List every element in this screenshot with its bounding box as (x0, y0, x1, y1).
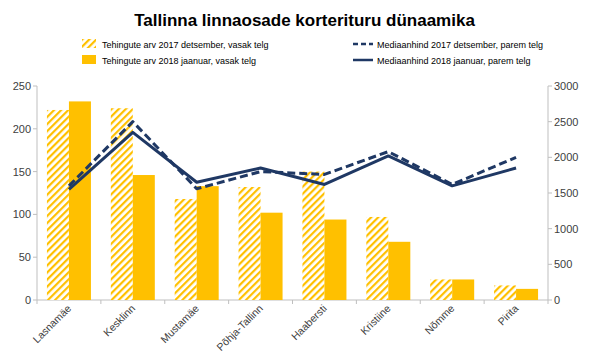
x-tick (100, 300, 101, 304)
y-tick (33, 214, 37, 215)
bar (494, 285, 516, 300)
legend-swatch (82, 39, 96, 48)
y2-tick-label: 2500 (554, 116, 578, 128)
x-tick-label: Haabersti (289, 302, 329, 342)
y-tick-label: 200 (13, 123, 31, 135)
x-tick-label: Pirita (495, 302, 521, 328)
legend-swatch (353, 59, 373, 62)
y-tick (33, 86, 37, 87)
legend-item: Tehingute arv 2017 detsember, vasak telg (82, 39, 269, 50)
x-tick-label: Põhja-Tallinn (214, 302, 265, 353)
y-tick (33, 300, 37, 301)
y-tick (33, 257, 37, 258)
x-tick (37, 300, 38, 304)
y2-tick (548, 86, 552, 87)
legend-swatch (82, 55, 96, 64)
x-tick-label: Nõmme (422, 302, 457, 337)
y2-tick (548, 121, 552, 122)
x-tick (292, 300, 293, 304)
bar (133, 175, 155, 300)
bar (47, 110, 69, 300)
chart: Tallinna linnaosade korterituru dünaamik… (0, 0, 597, 359)
title: Tallinna linnaosade korterituru dünaamik… (134, 11, 475, 30)
bar (302, 172, 324, 300)
y2-tick (548, 193, 552, 194)
bar (239, 187, 261, 300)
y2-tick-label: 1000 (554, 223, 578, 235)
x-tick (356, 300, 357, 304)
y2-tick (548, 157, 552, 158)
legend-label: Mediaanhind 2017 detsember, parem telg (377, 40, 543, 50)
legend-item: Mediaanhind 2018 jaanuar, parem telg (353, 56, 531, 66)
x-tick (164, 300, 165, 304)
y-tick-label: 150 (13, 166, 31, 178)
y-tick-label: 50 (19, 251, 31, 263)
legend-item: Mediaanhind 2017 detsember, parem telg (353, 40, 543, 50)
y2-tick (548, 264, 552, 265)
x-tick-label: Kesklinn (101, 302, 138, 339)
y2-tick (548, 300, 552, 301)
x-tick-label: Mustamäe (158, 302, 201, 345)
bar (261, 213, 283, 300)
y2-tick-label: 3000 (554, 80, 578, 92)
line (69, 132, 516, 189)
y-tick-label: 250 (13, 80, 31, 92)
y2-tick-label: 500 (554, 258, 572, 270)
x-tick (484, 300, 485, 304)
bar (175, 199, 197, 300)
y2-tick (548, 228, 552, 229)
bar (197, 186, 219, 300)
x-tick (420, 300, 421, 304)
y-tick-label: 0 (25, 294, 31, 306)
legend-swatch (353, 43, 373, 46)
bar (324, 220, 346, 300)
y-tick-label: 100 (13, 208, 31, 220)
y2-tick-label: 1500 (554, 187, 578, 199)
line (69, 122, 516, 189)
y-axis (37, 86, 38, 300)
x-tick-label: Lasnamäe (30, 302, 73, 345)
plot-area (47, 101, 538, 300)
bar (69, 101, 91, 300)
bar (430, 279, 452, 300)
x-tick (228, 300, 229, 304)
y-tick (33, 128, 37, 129)
x-tick (548, 300, 549, 304)
bar (388, 242, 410, 300)
bar (366, 217, 388, 300)
legend-label: Tehingute arv 2017 detsember, vasak telg (102, 40, 269, 50)
y2-tick-label: 2000 (554, 151, 578, 163)
y-tick (33, 171, 37, 172)
bar (516, 289, 538, 300)
x-tick-label: Kristiine (358, 302, 393, 337)
legend-label: Mediaanhind 2018 jaanuar, parem telg (377, 56, 531, 66)
legend-item: Tehingute arv 2018 jaanuar, vasak telg (82, 55, 256, 66)
y2-tick-label: 0 (554, 294, 560, 306)
bar (452, 279, 474, 300)
legend-label: Tehingute arv 2018 jaanuar, vasak telg (102, 56, 256, 66)
